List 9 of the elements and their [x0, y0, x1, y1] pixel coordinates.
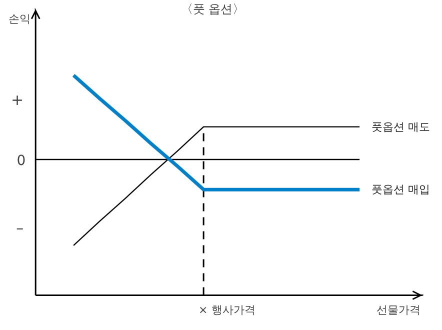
ref-line-label: 0	[16, 152, 26, 169]
text: 선물가격	[376, 303, 421, 316]
chart-title: 〈풋 옵션〉	[180, 2, 245, 16]
series-label: 풋옵션 매입	[372, 183, 430, 196]
text: –	[16, 219, 24, 238]
series-label: 풋옵션 매도	[372, 120, 430, 134]
text: +	[11, 90, 24, 109]
y-axis-title: 손익	[8, 12, 31, 26]
text: × 행사가격	[198, 303, 256, 316]
